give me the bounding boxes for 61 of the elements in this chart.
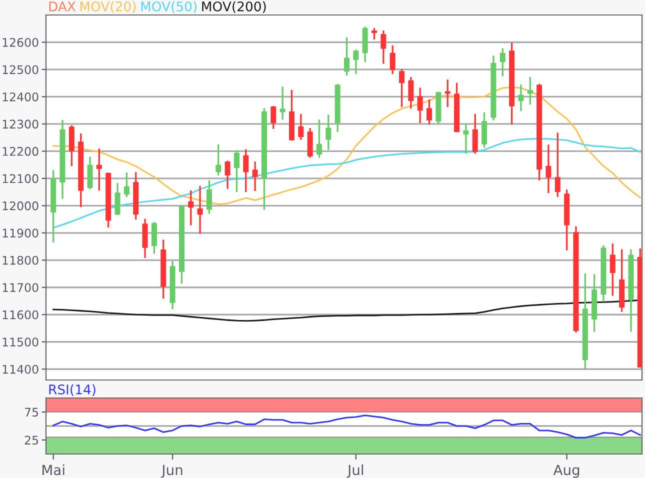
candlestick [399, 68, 405, 108]
candlestick [463, 123, 469, 154]
candlestick [206, 180, 212, 215]
candlestick [252, 160, 258, 192]
candlestick [546, 144, 552, 194]
candlestick [353, 48, 359, 75]
chart-title: DAX [49, 2, 76, 12]
x-tick-label: Aug [553, 464, 580, 478]
candlestick [500, 47, 506, 78]
y-tick-label: 11700 [2, 283, 38, 292]
candlestick [426, 98, 432, 126]
text: MOV(50) [141, 1, 197, 13]
y-tick-label: 11600 [2, 310, 38, 320]
text: RSI(14) [49, 384, 96, 396]
text: MOV(200) [202, 1, 266, 13]
candlestick [390, 44, 396, 75]
line-series [52, 414, 641, 439]
candlestick [417, 86, 423, 124]
y-tick-label: 12500 [2, 65, 38, 74]
y-tick-label: 12000 [2, 201, 38, 210]
candlestick [197, 184, 203, 235]
candlestick [216, 144, 222, 176]
candlestick [344, 36, 350, 76]
candlestick [316, 118, 322, 159]
candlestick [372, 27, 378, 40]
candlestick [87, 156, 93, 190]
y-tick-label: 11800 [2, 256, 38, 265]
candlestick [280, 86, 286, 120]
y-tick-label: 75 [25, 408, 38, 417]
x-tick-label: Mai [42, 464, 64, 476]
y-tick-label: 12100 [2, 174, 38, 184]
candlestick [518, 84, 524, 112]
candlestick [408, 76, 414, 110]
candlestick [151, 221, 157, 254]
candlestick [554, 132, 560, 198]
candlestick [270, 105, 276, 130]
candlestick [380, 30, 386, 65]
candlestick [482, 111, 488, 148]
y-tick-label: 12300 [2, 120, 38, 129]
candlestick [472, 113, 478, 154]
candlestick [610, 242, 616, 297]
candlestick [326, 114, 332, 151]
y-tick-label: 11400 [2, 364, 38, 374]
y-tick-label: 11500 [2, 338, 38, 347]
candlestick [234, 150, 240, 193]
y-tick-label: 11900 [2, 228, 38, 238]
candlestick [243, 148, 249, 193]
candlestick [527, 76, 533, 106]
y-tick-label: 12600 [2, 38, 38, 47]
candlestick [188, 190, 194, 226]
candlestick [96, 148, 102, 192]
candlestick [114, 182, 120, 216]
y-tick-label: 25 [24, 436, 38, 445]
x-tick-label: Jul [346, 464, 363, 478]
candlestick [124, 172, 130, 198]
candlestick [298, 113, 304, 141]
x-tick-label: Jun [160, 464, 182, 478]
y-tick-label: 12200 [2, 146, 38, 156]
candlestick [224, 160, 230, 190]
text: MOV(20) [80, 1, 136, 13]
y-tick-label: 12400 [2, 92, 38, 102]
